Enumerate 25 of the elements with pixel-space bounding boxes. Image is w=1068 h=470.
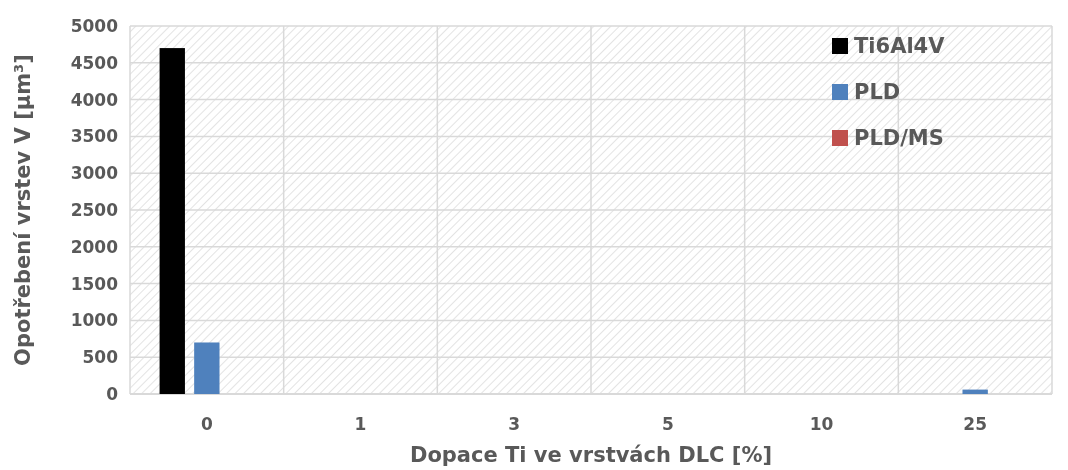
y-tick-label: 4500 bbox=[70, 52, 119, 73]
y-tick-label: 500 bbox=[82, 347, 119, 368]
bar bbox=[962, 389, 988, 394]
x-axis-title: Dopace Ti ve vrstvách DLC [%] bbox=[409, 443, 773, 467]
legend-label: PLD/MS bbox=[854, 126, 944, 151]
x-tick-label: 10 bbox=[809, 414, 834, 434]
legend-label: Ti6Al4V bbox=[854, 34, 946, 59]
y-tick-label: 0 bbox=[106, 383, 119, 404]
x-tick-label: 5 bbox=[661, 414, 674, 434]
x-tick-label: 25 bbox=[963, 414, 987, 434]
y-tick-label: 5000 bbox=[70, 15, 119, 36]
x-tick-label: 3 bbox=[508, 414, 521, 434]
y-tick-label: 4000 bbox=[70, 89, 119, 110]
bar bbox=[194, 342, 220, 394]
y-tick-label: 2500 bbox=[70, 199, 119, 220]
y-tick-label: 1000 bbox=[70, 310, 119, 331]
y-tick-label: 2000 bbox=[70, 236, 119, 257]
y-tick-label: 1500 bbox=[70, 273, 119, 294]
bar bbox=[159, 48, 185, 394]
x-tick-label: 0 bbox=[200, 414, 213, 434]
y-tick-label: 3500 bbox=[70, 126, 119, 147]
x-tick-label: 1 bbox=[354, 414, 367, 434]
legend-label: PLD bbox=[854, 80, 901, 105]
y-axis-title: Opotřebení vrstev V [µm³] bbox=[11, 54, 35, 366]
y-tick-label: 3000 bbox=[70, 163, 119, 184]
